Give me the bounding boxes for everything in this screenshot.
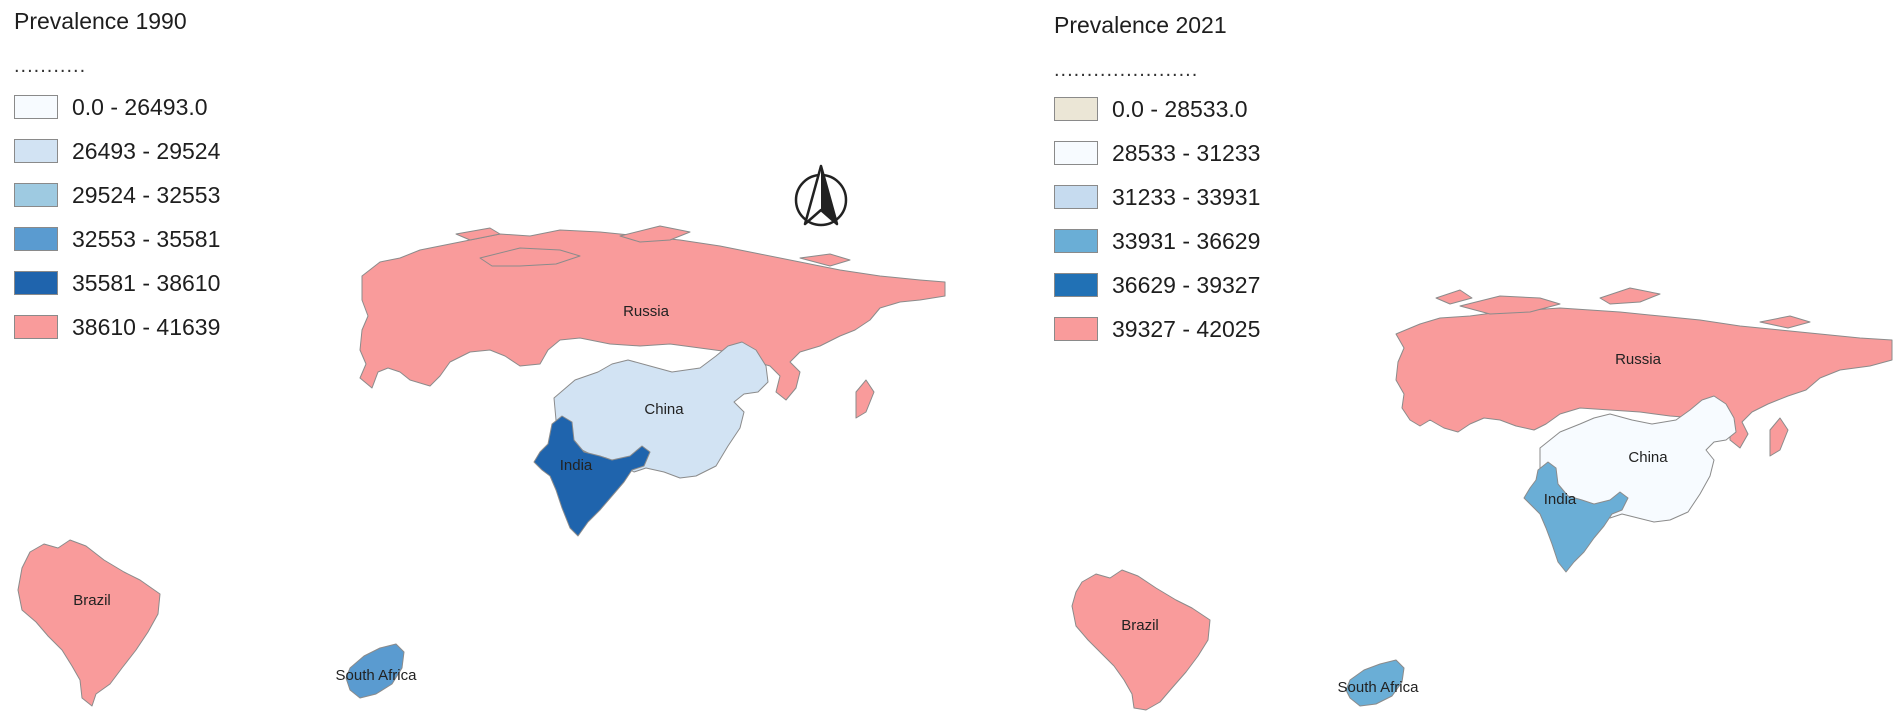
legend-label: 38610 - 41639 (72, 313, 221, 340)
country-russia-island (1759, 315, 1811, 329)
legend-item: 0.0 - 28533.0 (1054, 96, 1260, 122)
map-title: Prevalence 1990 (14, 8, 187, 34)
legend-label: 31233 - 33931 (1112, 183, 1261, 210)
map-canvas: Russia China India Brazil South Africa (1071, 287, 1893, 711)
map-panel-1990: Prevalence 1990 ........... 0.0 - 26493.… (14, 8, 946, 707)
legend-swatch (1054, 97, 1098, 121)
legend-label: 0.0 - 26493.0 (72, 93, 208, 120)
country-russia-island (619, 225, 691, 243)
legend: 0.0 - 26493.0 26493 - 29524 29524 - 3255… (14, 94, 220, 358)
legend: 0.0 - 28533.0 28533 - 31233 31233 - 3393… (1054, 96, 1260, 360)
country-india (533, 415, 651, 537)
country-brazil (17, 539, 161, 707)
country-label-south-africa: South Africa (336, 667, 418, 684)
legend-swatch (14, 315, 58, 339)
country-label-india: India (1544, 491, 1577, 508)
country-russia-island (855, 379, 875, 419)
country-label-brazil: Brazil (73, 592, 111, 609)
legend-swatch (1054, 185, 1098, 209)
legend-label: 32553 - 35581 (72, 225, 221, 252)
legend-swatch (14, 95, 58, 119)
country-label-india: India (560, 457, 593, 474)
legend-item: 39327 - 42025 (1054, 316, 1260, 342)
legend-label: 26493 - 29524 (72, 137, 221, 164)
country-russia-island (1769, 417, 1789, 457)
legend-swatch (1054, 317, 1098, 341)
legend-divider: ...................... (1054, 59, 1199, 81)
country-russia-island (1599, 287, 1661, 305)
country-south-africa (345, 643, 405, 699)
country-brazil (1071, 569, 1211, 711)
legend-item: 32553 - 35581 (14, 226, 220, 252)
country-label-russia: Russia (1615, 351, 1662, 368)
legend-item: 26493 - 29524 (14, 138, 220, 164)
country-russia (1395, 307, 1893, 449)
legend-item: 0.0 - 26493.0 (14, 94, 220, 120)
north-arrow-icon (794, 164, 848, 227)
country-russia-island (799, 253, 851, 267)
legend-item: 31233 - 33931 (1054, 184, 1260, 210)
country-label-china: China (644, 401, 684, 418)
country-russia-island (1435, 289, 1473, 305)
legend-item: 38610 - 41639 (14, 314, 220, 340)
legend-swatch (1054, 273, 1098, 297)
country-russia-island (455, 227, 501, 241)
country-label-russia: Russia (623, 303, 670, 320)
map-title: Prevalence 2021 (1054, 12, 1227, 38)
legend-swatch (14, 227, 58, 251)
country-label-china: China (1628, 449, 1668, 466)
country-label-brazil: Brazil (1121, 617, 1159, 634)
legend-label: 0.0 - 28533.0 (1112, 95, 1248, 122)
legend-label: 33931 - 36629 (1112, 227, 1261, 254)
legend-item: 36629 - 39327 (1054, 272, 1260, 298)
legend-label: 36629 - 39327 (1112, 271, 1261, 298)
legend-swatch (14, 271, 58, 295)
country-india (1523, 461, 1629, 573)
map-panel-2021: Prevalence 2021 ...................... 0… (1040, 0, 1902, 718)
legend-swatch (14, 139, 58, 163)
legend-swatch (1054, 229, 1098, 253)
legend-label: 39327 - 42025 (1112, 315, 1261, 342)
country-russia-island (479, 247, 581, 267)
legend-divider: ........... (14, 55, 87, 77)
legend-label: 29524 - 32553 (72, 181, 221, 208)
legend-item: 29524 - 32553 (14, 182, 220, 208)
legend-item: 35581 - 38610 (14, 270, 220, 296)
legend-item: 33931 - 36629 (1054, 228, 1260, 254)
country-label-south-africa: South Africa (1338, 679, 1420, 696)
country-russia-island (1459, 295, 1561, 315)
country-south-africa (1345, 659, 1405, 707)
legend-swatch (1054, 141, 1098, 165)
legend-label: 28533 - 31233 (1112, 139, 1261, 166)
legend-item: 28533 - 31233 (1054, 140, 1260, 166)
legend-swatch (14, 183, 58, 207)
legend-label: 35581 - 38610 (72, 269, 221, 296)
map-canvas: Russia China India Brazil South Africa (17, 164, 946, 707)
